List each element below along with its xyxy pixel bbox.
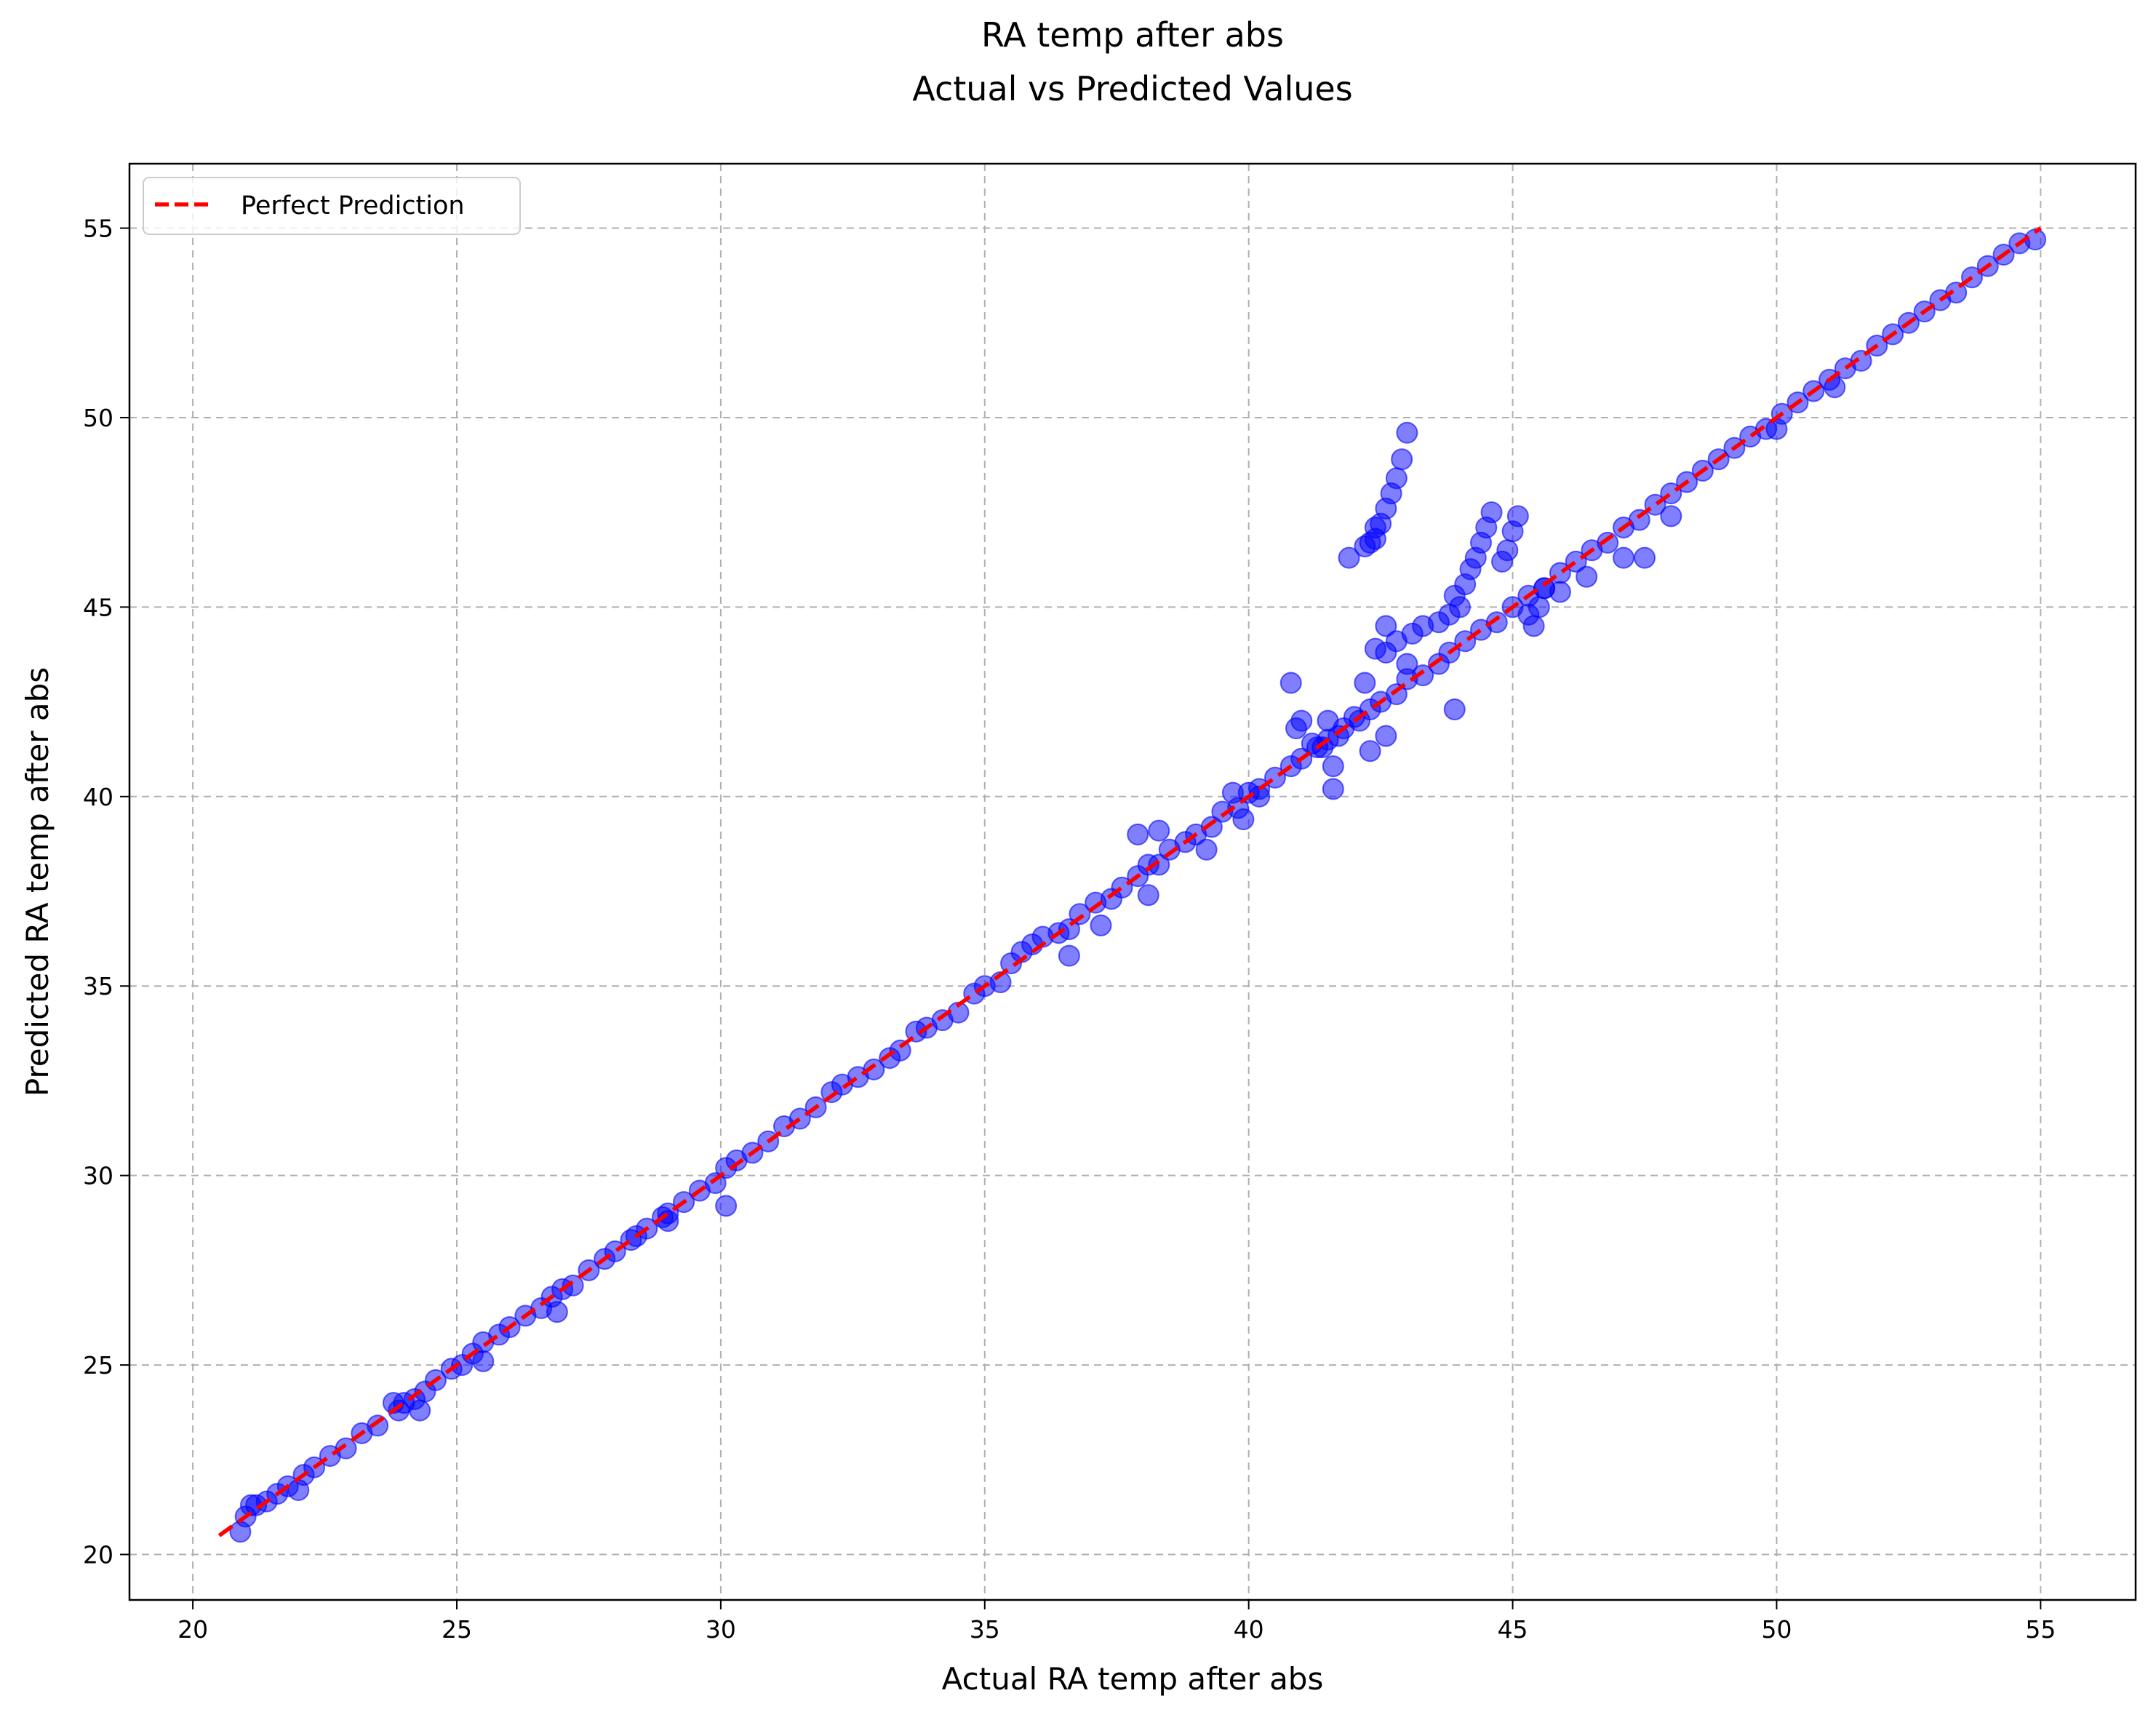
scatter-point [1506, 505, 1529, 527]
scatter-point [1317, 709, 1339, 732]
scatter-point [1058, 944, 1080, 967]
scatter-point [1322, 755, 1344, 778]
x-tick-label-50: 50 [1761, 1615, 1792, 1644]
scatter-point [1232, 808, 1255, 831]
legend-box [143, 177, 521, 235]
scatter-point [546, 1301, 568, 1323]
grid-lines [129, 164, 2136, 1600]
x-tick-label-20: 20 [177, 1615, 208, 1644]
scatter-point [1576, 565, 1598, 588]
perfect-prediction-line [217, 226, 2042, 1537]
x-tick-label-55: 55 [2025, 1615, 2056, 1644]
y-tick-label-25: 25 [83, 1351, 113, 1379]
scatter-point [1127, 823, 1149, 845]
scatter-point [1401, 622, 1424, 645]
scatter-point [1221, 781, 1244, 804]
scatter-point [1765, 418, 1788, 440]
y-tick-label-35: 35 [83, 972, 113, 1000]
y-tick-label-40: 40 [83, 783, 113, 811]
scatter-point [1496, 539, 1519, 562]
y-tick-label-50: 50 [83, 404, 113, 432]
scatter-point [1412, 664, 1434, 687]
scatter-point [335, 1437, 357, 1460]
scatter-point [1195, 838, 1218, 861]
scatter-point [1354, 535, 1376, 558]
scatter-point [1290, 709, 1313, 732]
plot-frame [128, 162, 2137, 1601]
scatter-point [1364, 517, 1386, 539]
scatter-point [1375, 615, 1397, 637]
scatter-point [1322, 778, 1344, 800]
scatter-point [1148, 819, 1170, 842]
y-axis-label: Predicted RA temp after abs [20, 667, 55, 1096]
y-axis-ticks: 20 25 30 35 40 45 50 55 [83, 215, 129, 1569]
y-tick-label-20: 20 [83, 1540, 113, 1569]
scatter-point [1396, 653, 1418, 675]
scatter-point [1385, 467, 1408, 490]
scatter-point [1480, 501, 1503, 524]
scatter-point [1612, 546, 1634, 569]
scatter-point [1148, 853, 1170, 876]
scatter-point [1528, 596, 1550, 618]
y-tick-label-30: 30 [83, 1162, 113, 1190]
x-tick-label-35: 35 [970, 1615, 1000, 1644]
scatter-point [562, 1274, 584, 1297]
x-axis-label: Actual RA temp after abs [942, 1661, 1324, 1697]
scatter-point [1279, 672, 1302, 694]
scatter-point [715, 1195, 738, 1217]
scatter-point [1137, 884, 1159, 907]
x-tick-label-30: 30 [706, 1615, 736, 1644]
scatter-point [863, 1058, 885, 1080]
scatter-point [472, 1350, 495, 1372]
scatter-point [1660, 505, 1682, 527]
perfect-prediction-line-group [217, 226, 2042, 1537]
chart-subtitle: Actual vs Predicted Values [912, 69, 1352, 108]
scatter-point [1090, 914, 1112, 936]
scatter-point [409, 1399, 431, 1422]
chart-title: RA temp after abs [981, 15, 1284, 55]
scatter-point [1375, 641, 1397, 664]
legend-entry-perfect-prediction: Perfect Prediction [241, 191, 465, 220]
scatter-point [1359, 740, 1381, 763]
y-tick-label-55: 55 [83, 215, 113, 243]
scatter-point [1522, 615, 1545, 637]
scatter-point [1338, 546, 1360, 569]
scatter-point [1200, 816, 1223, 838]
scatter-point [1634, 546, 1656, 569]
x-tick-label-45: 45 [1498, 1615, 1528, 1644]
scatter-point [1375, 725, 1397, 747]
scatter-point [1443, 698, 1466, 721]
scatter-point [1354, 672, 1376, 694]
x-tick-label-25: 25 [442, 1615, 472, 1644]
scatter-point [1485, 611, 1508, 634]
scatter-point [1391, 448, 1413, 471]
x-tick-label-40: 40 [1234, 1615, 1264, 1644]
scatter-point [1396, 421, 1418, 444]
legend: Perfect Prediction [143, 177, 521, 235]
x-axis-ticks: 20 25 30 35 40 45 50 55 [177, 1600, 2056, 1644]
y-tick-label-45: 45 [83, 593, 113, 621]
